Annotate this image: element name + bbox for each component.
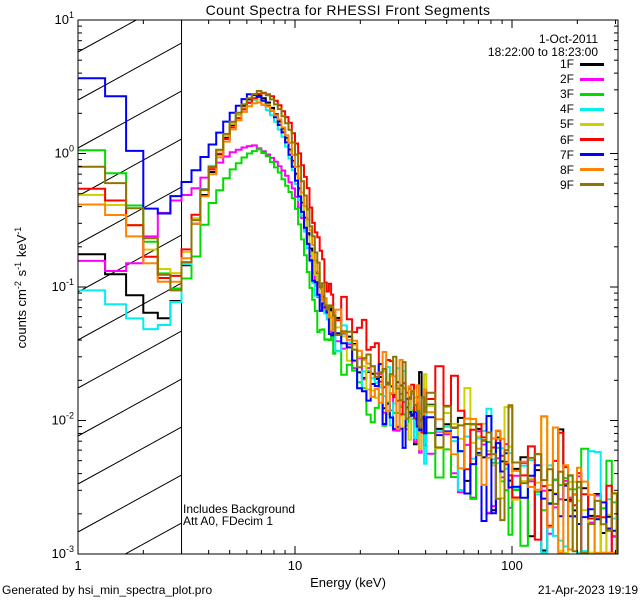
legend-swatch-1F	[580, 62, 604, 66]
annotation-attenuator-state: Att A0, FDecim 1	[183, 514, 274, 528]
axis-ticks	[77, 19, 618, 555]
y-tick-label: 10-3	[52, 544, 74, 561]
x-tick-label: 100	[501, 558, 523, 573]
legend-item-6F: 6F	[560, 133, 604, 147]
legend-item-8F: 8F	[560, 163, 604, 177]
series-line-4F	[78, 99, 618, 554]
y-axis-title: counts cm-2 s-1 keV-1	[13, 226, 29, 349]
x-axis-title: Energy (keV)	[310, 575, 386, 590]
legend-label-7F: 7F	[559, 147, 574, 162]
series-line-7F	[78, 77, 618, 534]
legend-label-5F: 5F	[559, 117, 574, 132]
legend-swatch-6F	[580, 138, 604, 141]
legend-label-2F: 2F	[559, 72, 574, 87]
legend-swatch-5F	[580, 122, 604, 126]
series-line-3F	[78, 148, 618, 554]
legend-label-1F: 1F	[559, 57, 574, 71]
legend-swatch-3F	[580, 92, 604, 96]
legend-label-3F: 3F	[559, 87, 574, 102]
y-tick-label: 10-1	[52, 277, 74, 294]
legend-swatch-2F	[580, 77, 604, 81]
observation-time-range: 18:22:00 to 18:23:00	[487, 45, 598, 59]
plot-frame	[77, 19, 619, 555]
series-line-8F	[78, 101, 618, 554]
y-tick-label: 10-2	[52, 411, 74, 428]
x-tick-label: 1	[74, 558, 81, 573]
legend-item-4F: 4F	[560, 102, 604, 116]
y-tick-label: 101	[55, 10, 74, 27]
legend-label-4F: 4F	[559, 102, 574, 117]
legend-item-5F: 5F	[560, 117, 604, 131]
annotation-includes-background: Includes Background	[183, 502, 296, 516]
y-tick-label: 100	[55, 144, 74, 161]
legend-item-2F: 2F	[560, 72, 604, 86]
legend-item-9F: 9F	[560, 178, 604, 192]
legend-item-7F: 7F	[560, 148, 604, 162]
legend-swatch-8F	[580, 168, 604, 172]
series-curves	[78, 77, 618, 554]
timestamp-text: 21-Apr-2023 19:19	[537, 583, 638, 597]
hatch-region	[77, 19, 182, 555]
axis-tick-labels: 1 10 100 101 100 10-1 10-2 10-3	[52, 10, 523, 573]
legend-swatch-7F	[580, 153, 604, 157]
x-tick-label: 10	[288, 558, 302, 573]
legend-label-8F: 8F	[559, 162, 574, 177]
credit-text: Generated by hsi_min_spectra_plot.pro	[2, 583, 213, 597]
legend-item-3F: 3F	[560, 87, 604, 101]
series-line-6F	[78, 91, 618, 554]
legend-swatch-4F	[580, 107, 604, 111]
legend-label-6F: 6F	[559, 132, 574, 147]
legend-swatch-9F	[580, 183, 604, 187]
legend-label-9F: 9F	[559, 177, 574, 192]
plot-title: Count Spectra for RHESSI Front Segments	[205, 2, 491, 18]
legend-item-1F: 1F	[560, 57, 604, 71]
observation-date: 1-Oct-2011	[538, 32, 598, 46]
series-line-9F	[78, 90, 618, 554]
